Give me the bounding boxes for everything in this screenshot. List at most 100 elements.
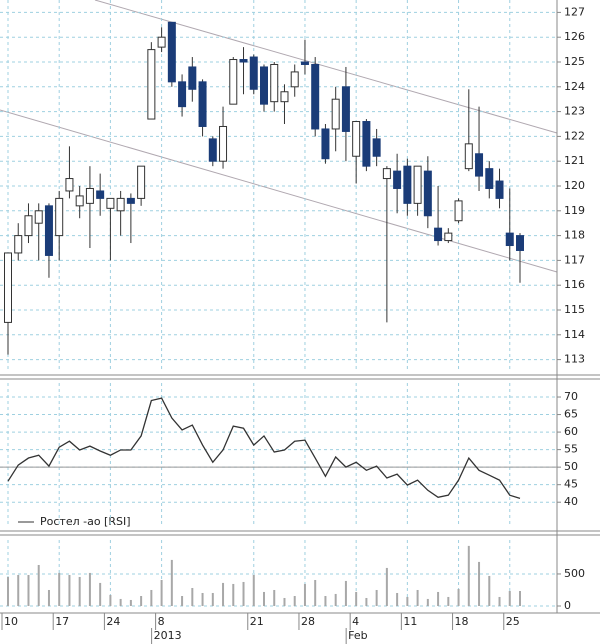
candle-body [219,125,228,162]
volume-bar [129,599,132,606]
candle-body [413,165,422,204]
x-tick-label: 8 [158,615,165,628]
volume-bar [283,597,286,606]
candle-body [55,197,64,237]
volume-bar [150,589,153,606]
volume-bar [457,588,460,606]
volume-bar [37,564,40,606]
volume-bar [140,596,143,606]
volume-bar [519,591,521,606]
volume-bar [406,596,409,606]
y-tick-label: 65 [564,408,578,421]
candle-body [372,138,381,157]
candle-body [403,165,412,204]
candle-body [270,63,279,103]
volume-bar [7,576,9,606]
candle-body [454,200,463,222]
y-tick-label: 120 [564,179,585,192]
candle-body [167,21,176,83]
candle-body [85,187,94,204]
candle-body [290,71,299,88]
candle-body [280,91,289,103]
volume-bar [437,591,440,606]
candle-body [116,197,125,212]
volume-bar [488,575,491,606]
y-tick-label: 123 [564,105,585,118]
y-tick-label: 117 [564,253,585,266]
legend-label: Ростел -ао [RSI] [40,515,131,528]
candle-body [65,178,74,192]
volume-bar [508,591,511,606]
candle-body [14,235,23,254]
volume-bar [385,567,388,606]
volume-bar [58,572,61,606]
volume-bar [498,596,501,606]
y-tick-label: 119 [564,204,585,217]
candle-body [157,36,166,48]
volume-bar [426,598,429,606]
candle-body [321,128,330,160]
x-tick-label: 11 [403,615,417,628]
candle-body [126,197,135,204]
candle-body [44,205,53,256]
x-tick-label: 24 [106,615,120,628]
candle-body [331,98,340,130]
candle-body [382,168,391,180]
y-tick-label: 60 [564,425,578,438]
volume-bar [88,572,91,606]
candle-body [505,232,514,247]
y-tick-label: 500 [564,567,585,580]
volume-bar [365,597,368,606]
volume-bar [47,589,50,606]
y-tick-label: 116 [564,278,585,291]
volume-bar [191,587,194,606]
candle-body [188,66,197,90]
candle-body [434,227,443,242]
y-tick-label: 121 [564,154,585,167]
candle-body [300,61,309,65]
volume-bar [222,582,225,606]
candle-body [4,252,12,323]
y-tick-label: 126 [564,30,585,43]
y-tick-label: 127 [564,5,585,18]
candle-body [106,197,115,209]
y-tick-label: 125 [564,55,585,68]
candle-body [311,63,320,130]
volume-bar [467,545,470,606]
x-tick-label: 18 [455,615,469,628]
volume-bar [17,574,20,606]
candle-body [249,56,258,90]
volume-bar [314,579,317,606]
y-tick-label: 40 [564,495,578,508]
period-label: Feb [348,629,367,642]
volume-bar [99,582,102,606]
volume-bar [78,576,81,606]
y-tick-label: 70 [564,390,578,403]
volume-bar [303,583,306,606]
candle-body [147,49,156,120]
volume-bar [68,574,71,606]
x-tick-label: 10 [4,615,18,628]
y-tick-label: 55 [564,443,578,456]
candle-body [464,143,473,170]
y-tick-label: 113 [564,353,585,366]
volume-bar [170,559,173,606]
candle-body [341,86,350,132]
volume-bar [160,579,163,606]
period-label: 2013 [154,629,182,642]
volume-bar [109,594,112,606]
x-tick-label: 17 [55,615,69,628]
volume-bar [447,596,450,606]
candle-body [24,215,33,237]
x-tick-label: 28 [301,615,315,628]
volume-bar [27,574,30,606]
candle-body [208,138,217,162]
candle-body [239,59,248,63]
candle-body [229,59,238,105]
candle-body [137,165,146,199]
candle-body [393,170,402,189]
x-tick-label: 25 [506,615,520,628]
x-tick-label: 21 [250,615,264,628]
